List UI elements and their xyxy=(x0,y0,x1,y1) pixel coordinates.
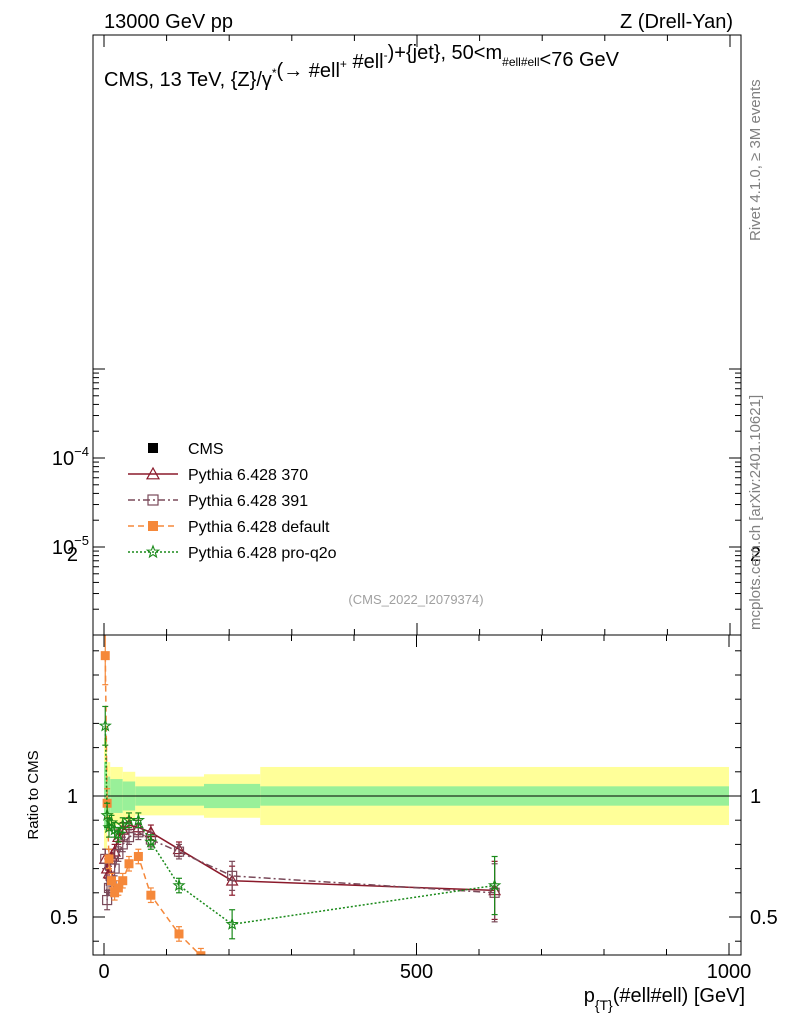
ratio-y-tick-label: 2 xyxy=(750,544,761,566)
ratio-y-tick-label: 1 xyxy=(67,786,78,808)
ratio-series xyxy=(98,635,502,955)
ratio-x-tick-label: 0 xyxy=(98,961,109,983)
plot-title: CMS, 13 TeV, {Z}/γ*(→ #ell+ #ell-)+{jet}… xyxy=(104,42,620,91)
marker xyxy=(131,813,146,826)
main-y-axis: 10−4 10−5 xyxy=(52,35,741,635)
series-0 xyxy=(98,817,502,921)
ratio-y-tick-label: 1 xyxy=(750,786,761,808)
energy-label: 13000 GeV pp xyxy=(104,11,233,33)
marker xyxy=(145,544,161,559)
ratio-panel-frame xyxy=(92,634,742,956)
legend-label: Pythia 6.428 391 xyxy=(188,493,308,510)
marker xyxy=(111,827,126,841)
rivet-version-label: Rivet 4.1.0, ≥ 3M events xyxy=(747,79,764,241)
marker xyxy=(148,521,158,531)
marker xyxy=(225,917,239,930)
marker xyxy=(487,878,502,892)
series-line xyxy=(104,725,495,926)
ratio-y-axis-label: Ratio to CMS xyxy=(25,750,42,839)
x-axis-label: p{T}(#ell#ell) [GeV] xyxy=(584,985,745,1013)
marker xyxy=(104,854,114,864)
ratio-x-tick-label: 1000 xyxy=(707,961,752,983)
series-1 xyxy=(100,824,500,923)
marker xyxy=(104,815,119,829)
series-2 xyxy=(100,635,206,955)
legend-label: Pythia 6.428 pro-q2o xyxy=(188,545,337,562)
legend-label: Pythia 6.428 default xyxy=(188,519,330,536)
ratio-y-tick-label: 0.5 xyxy=(50,907,78,929)
marker xyxy=(107,876,116,886)
marker xyxy=(172,878,186,892)
ratio-x-tick-label: 500 xyxy=(400,961,433,983)
legend-entry: CMS xyxy=(148,441,224,458)
legend: CMS Pythia 6.428 370 Pythia 6.428 391 Pythi… xyxy=(128,441,337,562)
legend-entry: Pythia 6.428 370 xyxy=(128,466,308,484)
marker xyxy=(113,848,124,860)
legend-entry: Pythia 6.428 default xyxy=(128,519,330,536)
marker xyxy=(113,883,123,893)
y-tick-label: 10−4 xyxy=(52,444,89,470)
marker xyxy=(124,859,134,869)
marker xyxy=(173,846,185,857)
series-line xyxy=(104,831,495,901)
marker xyxy=(174,929,184,939)
marker xyxy=(227,870,238,881)
legend-label: CMS xyxy=(188,441,224,458)
process-label: Z (Drell-Yan) xyxy=(620,11,733,33)
marker xyxy=(148,443,158,453)
marker xyxy=(147,494,159,506)
marker xyxy=(144,834,158,848)
marker xyxy=(196,951,206,955)
analysis-watermark: (CMS_2022_I2079374) xyxy=(348,592,483,607)
series-3 xyxy=(98,705,502,940)
marker xyxy=(146,890,156,900)
ratio-axes: 0.5 0.5 1 1 2 2 0 500 1000 xyxy=(50,544,778,983)
marker xyxy=(98,718,112,732)
ratio-y-tick-label: 2 xyxy=(67,544,78,566)
marker xyxy=(118,876,128,886)
ratio-y-tick-label: 0.5 xyxy=(750,907,778,929)
marker xyxy=(145,466,161,480)
marker xyxy=(133,852,143,861)
y-tick-label: 10−5 xyxy=(52,533,89,559)
legend-entry: Pythia 6.428 pro-q2o xyxy=(128,544,337,562)
marker xyxy=(108,845,122,857)
marker xyxy=(100,651,110,661)
marker xyxy=(110,888,120,898)
uncertainty-bands xyxy=(104,737,729,850)
legend-entry: Pythia 6.428 391 xyxy=(128,493,308,510)
legend-label: Pythia 6.428 370 xyxy=(188,467,308,484)
mcplots-source-label: mcplots.cern.ch [arXiv:2401.10621] xyxy=(747,394,764,630)
